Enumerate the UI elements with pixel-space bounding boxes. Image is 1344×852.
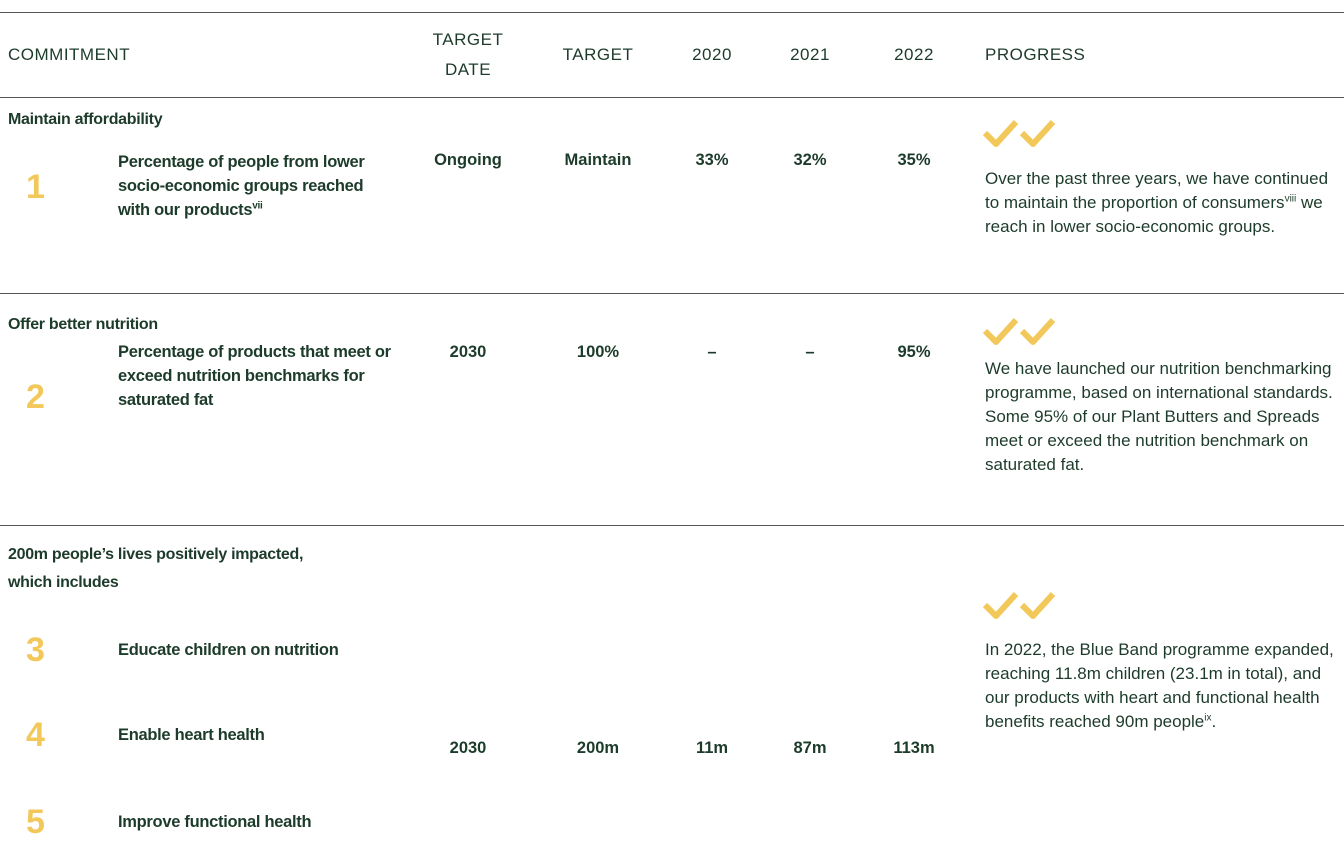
section-title: 200m people’s lives positively impacted,…	[8, 546, 304, 591]
rule	[0, 97, 1344, 98]
progress-body: We have launched our nutrition benchmark…	[985, 359, 1333, 474]
column-header: 2022	[894, 45, 934, 64]
footnote-ref: vii	[252, 200, 263, 212]
item-number: 5	[26, 803, 45, 841]
value-cell: 11m	[695, 739, 729, 757]
value-cell: 95%	[897, 343, 931, 361]
item-label: Enable heart health	[118, 723, 393, 747]
value-cell: 2030	[449, 739, 487, 757]
item-label-text: Enable heart health	[118, 726, 265, 744]
item-number: 4	[26, 716, 45, 754]
item-label: Percentage of people from lower socio-ec…	[118, 150, 393, 222]
column-header: TARGET DATE	[432, 30, 504, 79]
progress-body: In 2022, the Blue Band programme expande…	[985, 640, 1334, 731]
progress-body: Over the past three years, we have conti…	[985, 169, 1329, 212]
value-cell: 32%	[793, 151, 827, 169]
section-title: Offer better nutrition	[8, 316, 158, 333]
footnote-ref: viii	[1284, 193, 1297, 205]
value-cell: 35%	[897, 151, 931, 169]
value-cell: 2030	[449, 343, 487, 361]
value-cell: Maintain	[564, 151, 632, 169]
value-cell: 113m	[893, 739, 935, 757]
column-header: PROGRESS	[985, 45, 1086, 64]
progress-text: Over the past three years, we have conti…	[985, 167, 1335, 239]
progress-tail: .	[1211, 712, 1217, 731]
value-cell: –	[805, 343, 815, 361]
value-cell: –	[707, 343, 717, 361]
column-header: TARGET	[562, 45, 634, 64]
progress-text: In 2022, the Blue Band programme expande…	[985, 638, 1335, 734]
column-header: 2021	[790, 45, 830, 64]
value-cell: 87m	[793, 739, 827, 757]
checkmarks	[982, 119, 1056, 147]
checkmarks	[982, 591, 1056, 619]
item-label-text: Percentage of products that meet or exce…	[118, 343, 391, 409]
item-number: 3	[26, 631, 45, 669]
footnote-ref: ix	[1204, 712, 1212, 724]
value-cell: 200m	[576, 739, 620, 757]
item-label: Educate children on nutrition	[118, 638, 393, 662]
value-cell: 33%	[695, 151, 729, 169]
item-label-text: Educate children on nutrition	[118, 641, 339, 659]
checkmarks	[982, 317, 1056, 345]
column-header: 2020	[692, 45, 732, 64]
progress-text: We have launched our nutrition benchmark…	[985, 357, 1335, 477]
item-label: Percentage of products that meet or exce…	[118, 340, 393, 412]
rule	[0, 525, 1344, 526]
item-number: 1	[26, 168, 45, 206]
item-label: Improve functional health	[118, 810, 393, 834]
item-label-text: Percentage of people from lower socio-ec…	[118, 153, 365, 219]
value-cell: 100%	[576, 343, 620, 361]
item-number: 2	[26, 378, 45, 416]
progress-tail: we reach in lower socio-economic groups.	[985, 193, 1323, 236]
rule	[0, 12, 1344, 13]
section-title: Maintain affordability	[8, 111, 163, 128]
item-label-text: Improve functional health	[118, 813, 312, 831]
value-cell: Ongoing	[434, 151, 502, 169]
rule	[0, 293, 1344, 294]
column-header: COMMITMENT	[8, 45, 131, 64]
